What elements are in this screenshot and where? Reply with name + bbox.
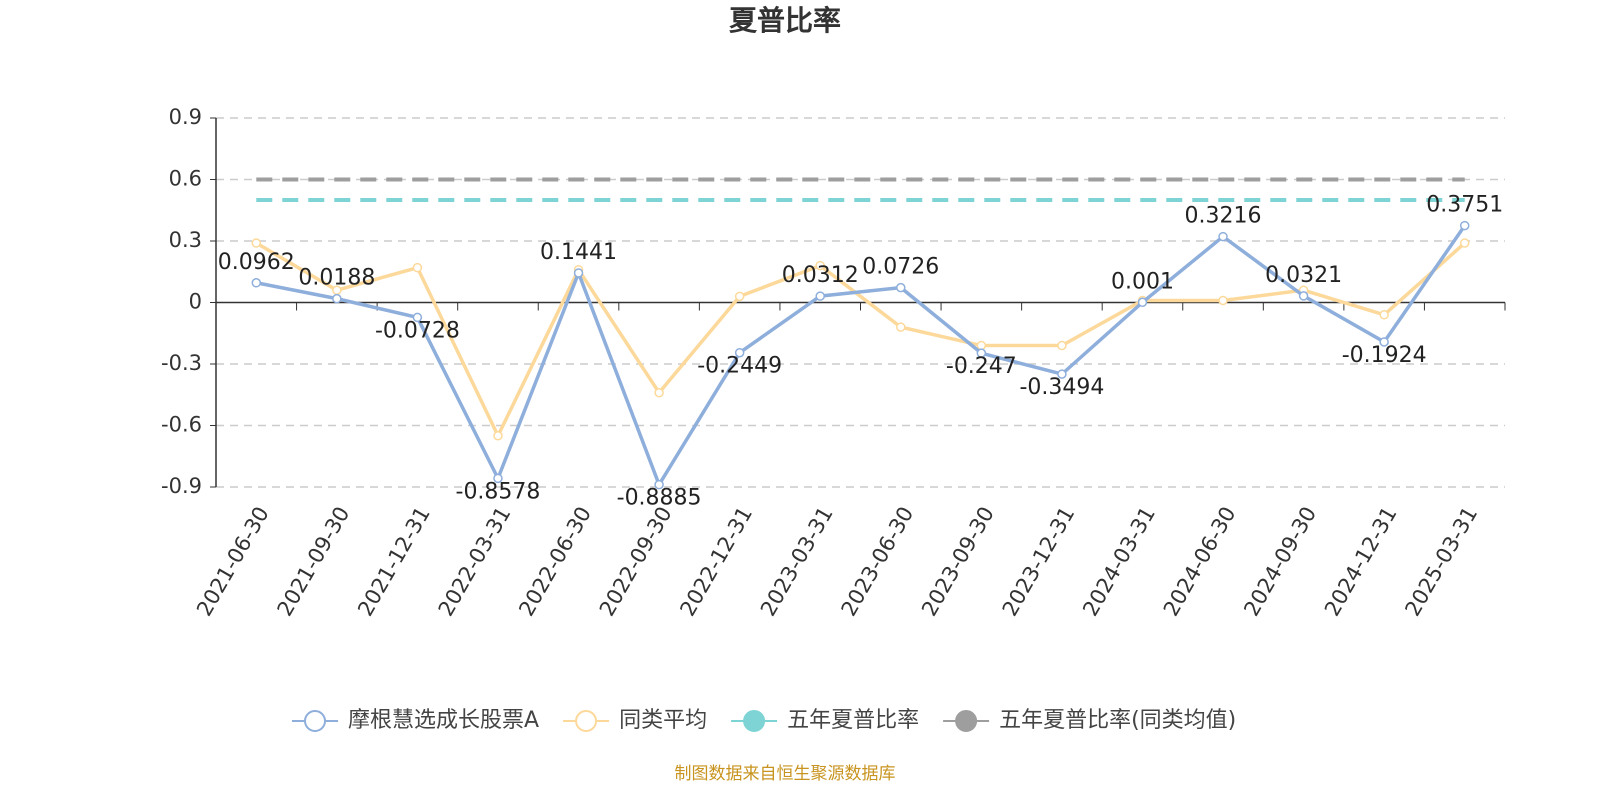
data-point (815, 260, 825, 271)
data-point (896, 282, 906, 293)
data-label: -0.2449 (697, 354, 782, 379)
x-tick-label: 2022-03-31 (434, 503, 516, 621)
x-tick-label: 2024-06-30 (1159, 503, 1241, 621)
x-tick-label: 2023-03-31 (756, 503, 838, 621)
x-tick-label: 2022-09-30 (595, 503, 677, 621)
y-tick-label: 0.6 (169, 167, 202, 191)
data-label: -0.8885 (617, 486, 702, 511)
data-point (1298, 291, 1309, 301)
y-tick-label: -0.6 (161, 413, 202, 437)
x-tick-label: 2024-03-31 (1078, 503, 1160, 621)
data-point (251, 238, 262, 248)
x-tick-label: 2022-06-30 (514, 503, 596, 621)
x-tick-label: 2021-06-30 (192, 503, 274, 621)
data-point (1379, 337, 1389, 347)
data-point (493, 473, 503, 484)
y-tick-label: 0.3 (169, 228, 202, 252)
y-tick-label: -0.9 (161, 474, 202, 498)
data-point (1459, 238, 1470, 248)
data-point (251, 278, 262, 288)
data-point (573, 268, 584, 278)
legend-marker (575, 710, 598, 732)
legend-marker (304, 710, 326, 732)
legend-label: 五年夏普比率 (787, 708, 919, 733)
data-point (332, 293, 342, 304)
x-tick-label: 2024-12-31 (1320, 503, 1402, 621)
data-label: 0.0962 (218, 250, 295, 275)
data-point (1218, 231, 1228, 242)
chart-title: 夏普比率 (729, 4, 841, 37)
x-tick-label: 2023-06-30 (836, 503, 918, 621)
x-tick-label: 2021-12-31 (353, 503, 435, 621)
data-point (1218, 295, 1228, 306)
y-tick-label: 0 (189, 290, 202, 314)
legend-label: 五年夏普比率(同类均值) (999, 708, 1236, 733)
data-label: 0.3751 (1426, 193, 1503, 218)
x-tick-label: 2024-09-30 (1239, 503, 1321, 621)
x-tick-label: 2023-12-31 (998, 503, 1080, 621)
data-point (654, 479, 664, 490)
data-label: 0.0726 (862, 255, 939, 280)
series-line (255, 224, 1467, 489)
data-label: -0.0728 (375, 318, 460, 343)
data-point (815, 291, 825, 301)
data-label: -0.247 (946, 354, 1017, 379)
data-point (1459, 220, 1470, 231)
data-point (1057, 340, 1067, 351)
source-note: 制图数据来自恒生聚源数据库 (675, 764, 896, 784)
data-label: -0.3494 (1019, 375, 1104, 400)
legend-label: 摩根慧选成长股票A (348, 708, 539, 733)
data-label: 0.0312 (782, 263, 859, 288)
data-point (976, 348, 987, 358)
data-point (734, 291, 745, 302)
x-tick-label: 2022-12-31 (675, 503, 757, 621)
data-label: -0.1924 (1342, 343, 1427, 368)
data-point (734, 347, 745, 358)
data-label: 0.3216 (1185, 204, 1262, 229)
x-tick-label: 2023-09-30 (917, 503, 999, 621)
data-point (976, 340, 987, 351)
x-tick-label: 2021-09-30 (273, 503, 355, 621)
data-point (1137, 297, 1148, 308)
data-point (412, 262, 423, 273)
data-label: 0.001 (1111, 269, 1174, 294)
data-point (1379, 310, 1389, 320)
data-label: 0.1441 (540, 240, 617, 265)
data-label: 0.0321 (1265, 263, 1342, 288)
x-tick-label: 2025-03-31 (1400, 503, 1482, 621)
data-point (493, 431, 503, 441)
data-point (654, 387, 664, 398)
data-point (1057, 369, 1067, 379)
data-label: 0.0188 (298, 266, 375, 291)
legend-marker (743, 710, 766, 732)
data-point (896, 322, 906, 332)
legend-marker (955, 710, 978, 732)
y-tick-label: -0.3 (161, 351, 202, 375)
data-label: -0.8578 (456, 479, 541, 504)
y-tick-label: 0.9 (169, 105, 202, 129)
legend-label: 同类平均 (619, 708, 707, 733)
data-point (412, 312, 423, 323)
series-line (255, 241, 1466, 440)
